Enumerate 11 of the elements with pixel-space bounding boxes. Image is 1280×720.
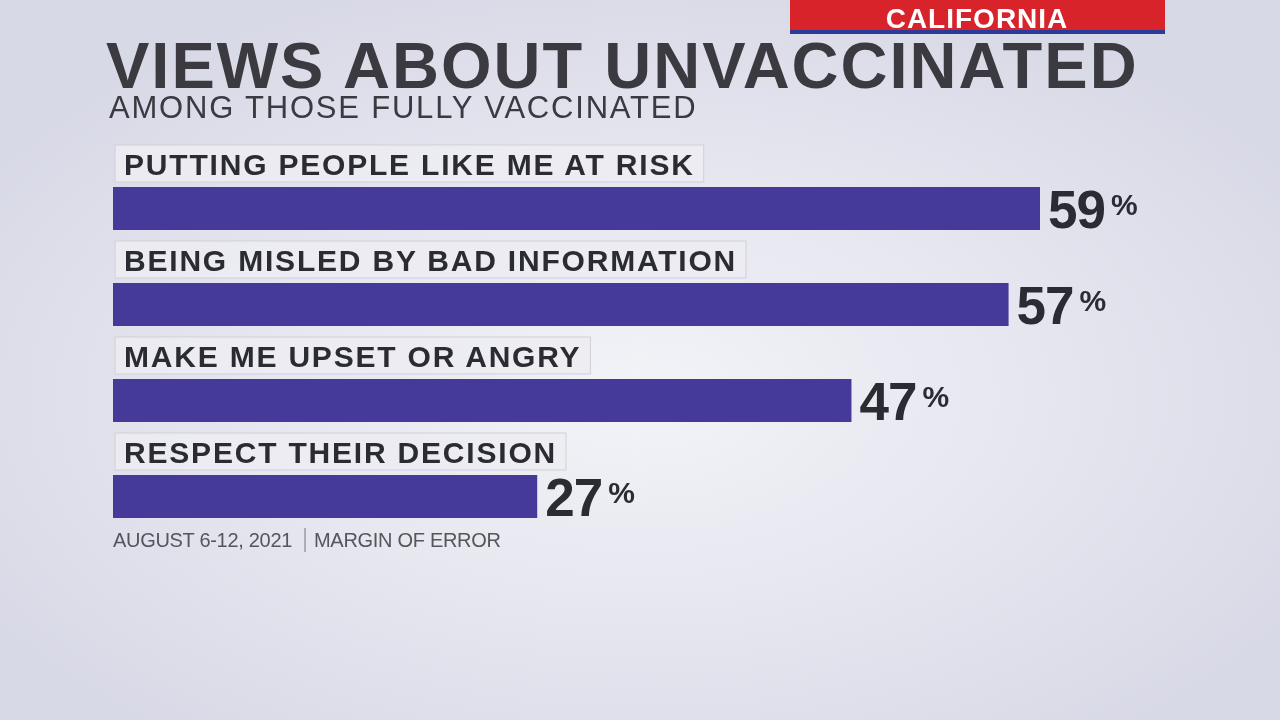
y-tick-label: RESPECT THEIR DECISION [124,436,557,469]
y-tick-label: MAKE ME UPSET OR ANGRY [124,340,582,373]
data-label: 57$^{%}$ [1016,275,1106,335]
y-tick-label: BEING MISLED BY BAD INFORMATION [124,244,738,277]
text: AUGUST 6-12, 2021 [113,529,293,551]
text: CALIFORNIA [885,3,1069,34]
data-label: 27$^{%}$ [545,467,635,527]
data-label: 47$^{%}$ [859,371,949,431]
y-tick-label: PUTTING PEOPLE LIKE ME AT RISK [124,148,695,181]
data-label: 59$^{%}$ [1048,179,1137,239]
text: MARGIN OF ERROR [314,529,501,551]
